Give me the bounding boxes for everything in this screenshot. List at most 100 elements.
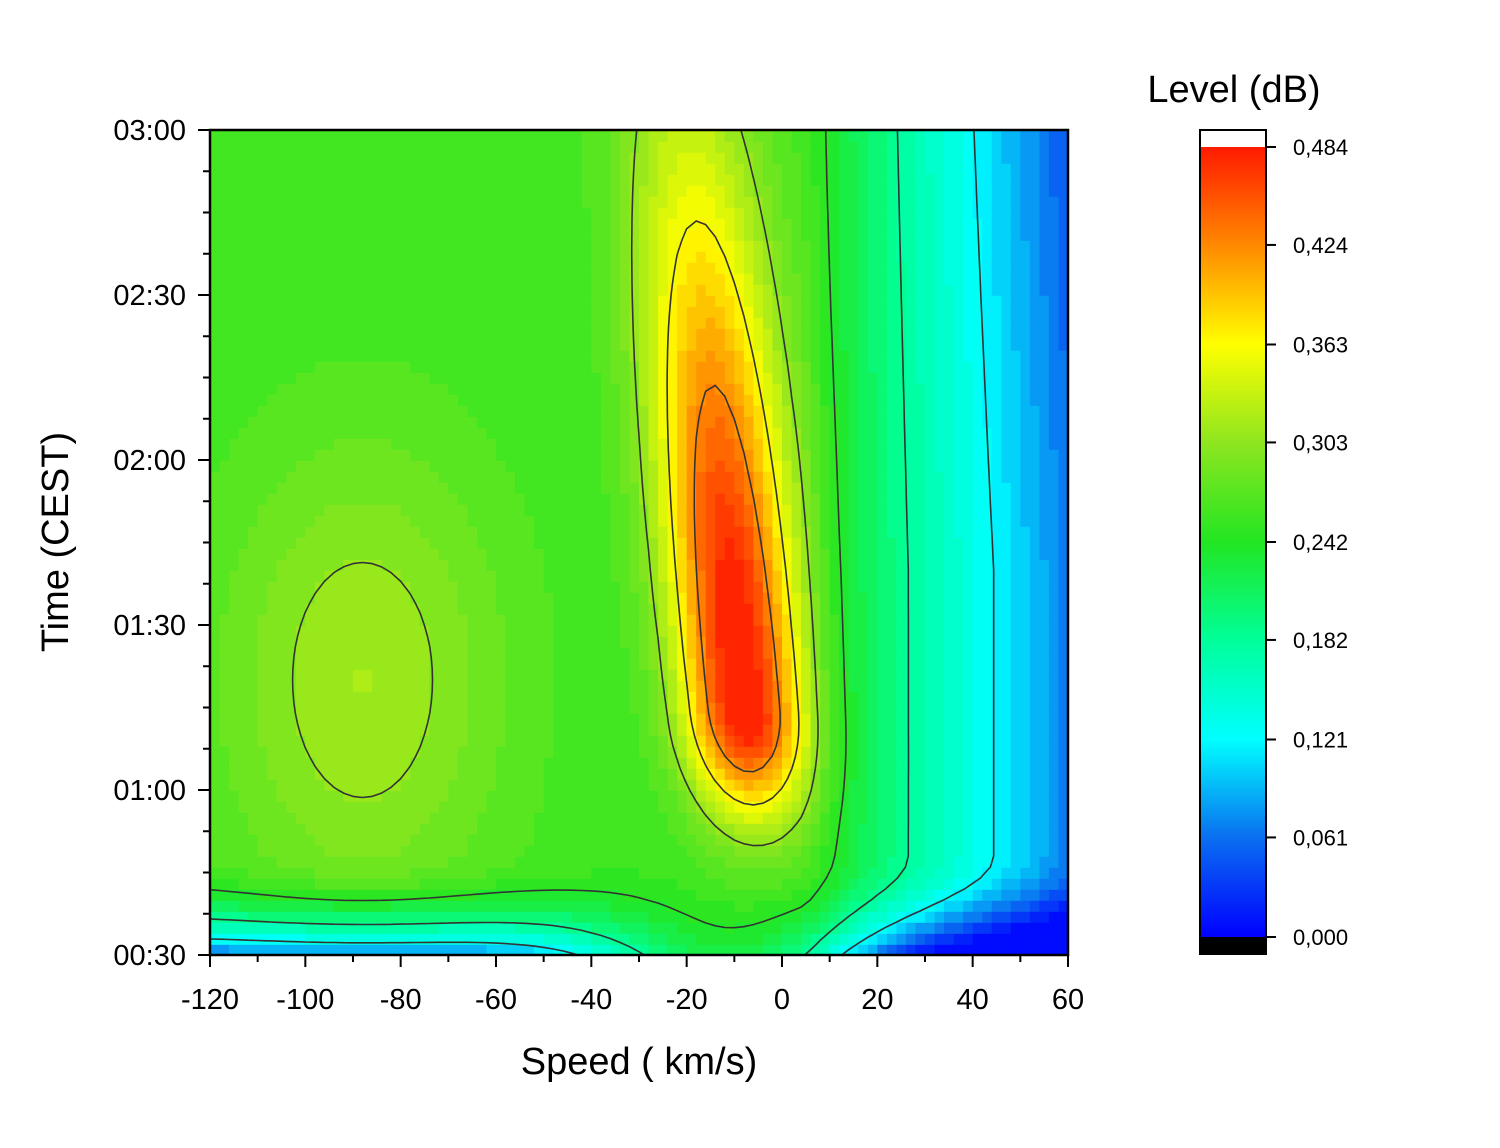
heatmap-cell (324, 383, 335, 395)
heatmap-cell (715, 911, 726, 923)
heatmap-cell (791, 647, 802, 659)
heatmap-cell (896, 438, 907, 450)
heatmap-cell (820, 537, 831, 549)
heatmap-cell (972, 922, 983, 934)
heatmap-cell (305, 669, 316, 681)
heatmap-cell (715, 416, 726, 428)
heatmap-cell (915, 548, 926, 560)
heatmap-cell (1001, 790, 1012, 802)
heatmap-cell (991, 845, 1003, 857)
heatmap-cell (639, 790, 650, 802)
heatmap-cell (429, 735, 440, 747)
heatmap-cell (867, 581, 879, 593)
heatmap-cell (772, 856, 783, 868)
heatmap-cell (515, 636, 526, 648)
heatmap-cell (610, 790, 621, 802)
heatmap-cell (677, 482, 688, 494)
heatmap-cell (486, 460, 497, 472)
heatmap-cell (257, 944, 268, 955)
heatmap-cell (448, 614, 459, 626)
heatmap-cell (524, 845, 535, 857)
heatmap-cell (963, 504, 974, 516)
heatmap-cell (333, 405, 345, 417)
heatmap-cell (972, 636, 983, 648)
heatmap-cell (886, 383, 898, 395)
heatmap-cell (210, 460, 221, 472)
heatmap-cell (934, 581, 945, 593)
heatmap-cell (496, 680, 507, 692)
heatmap-cell (791, 482, 802, 494)
heatmap-cell (381, 460, 392, 472)
heatmap-cell (934, 603, 945, 615)
heatmap-cell (343, 493, 354, 505)
heatmap-cell (1048, 900, 1060, 912)
heatmap-cell (343, 922, 354, 934)
heatmap-cell (419, 592, 431, 604)
heatmap-cell (658, 889, 669, 901)
heatmap-cell (314, 856, 326, 868)
heatmap-cell (305, 581, 316, 593)
heatmap-cell (400, 812, 411, 824)
heatmap-cell (286, 515, 297, 527)
heatmap-cell (1029, 735, 1041, 747)
heatmap-cell (248, 548, 259, 560)
heatmap-cell (963, 724, 974, 736)
heatmap-cell (963, 933, 974, 945)
heatmap-cell (886, 570, 898, 582)
heatmap-cell (1058, 603, 1068, 615)
heatmap-cell (848, 405, 860, 417)
heatmap-cell (963, 834, 974, 846)
heatmap-cell (925, 779, 936, 791)
heatmap-cell (705, 878, 717, 890)
heatmap-cell (553, 856, 564, 868)
heatmap-cell (505, 944, 516, 955)
heatmap-cell (629, 669, 640, 681)
heatmap-cell (591, 603, 602, 615)
heatmap-cell (953, 867, 964, 879)
heatmap-cell (1020, 680, 1031, 692)
heatmap-cell (314, 889, 326, 901)
heatmap-cell (820, 548, 831, 560)
heatmap-cell (801, 680, 812, 692)
heatmap-cell (886, 889, 898, 901)
heatmap-cell (715, 581, 726, 593)
heatmap-cell (343, 779, 354, 791)
heatmap-cell (572, 482, 583, 494)
heatmap-cell (543, 504, 554, 516)
heatmap-cell (782, 482, 793, 494)
heatmap-cell (639, 471, 650, 483)
heatmap-cell (581, 746, 593, 758)
heatmap-cell (1010, 416, 1022, 428)
heatmap-cell (972, 537, 983, 549)
heatmap-cell (743, 702, 755, 714)
heatmap-cell (476, 746, 488, 758)
heatmap-cell (810, 614, 821, 626)
heatmap-cell (219, 801, 230, 813)
heatmap-cell (343, 691, 354, 703)
heatmap-cell (505, 504, 516, 516)
heatmap-cell (505, 636, 516, 648)
heatmap-cell (219, 504, 230, 516)
heatmap-cell (524, 680, 535, 692)
heatmap-cell (896, 614, 907, 626)
heatmap-cell (410, 625, 421, 637)
heatmap-cell (829, 746, 840, 758)
heatmap-cell (238, 537, 249, 549)
heatmap-cell (1058, 735, 1068, 747)
heatmap-cell (333, 581, 345, 593)
heatmap-cell (591, 405, 602, 417)
heatmap-cell (762, 647, 774, 659)
heatmap-cell (524, 581, 535, 593)
heatmap-cell (505, 603, 516, 615)
heatmap-cell (877, 570, 888, 582)
heatmap-cell (944, 779, 955, 791)
heatmap-cell (782, 702, 793, 714)
heatmap-cell (686, 790, 697, 802)
heatmap-cell (295, 878, 307, 890)
heatmap-cell (677, 724, 688, 736)
heatmap-cell (896, 724, 907, 736)
heatmap-cell (915, 779, 926, 791)
heatmap-cell (372, 603, 383, 615)
heatmap-cell (543, 383, 554, 395)
heatmap-cell (391, 526, 402, 538)
